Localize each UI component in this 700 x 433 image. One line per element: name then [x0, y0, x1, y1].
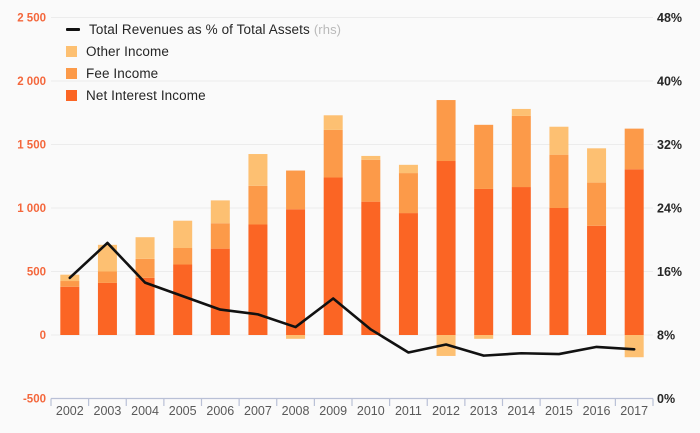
x-axis-label-2011: 2011: [395, 404, 422, 418]
bar-segment-other-income-2010: [361, 155, 381, 160]
total-revenues-line: [68, 241, 636, 357]
bar-segment-other-income-2005: [173, 220, 193, 249]
x-axis-label-2012: 2012: [432, 404, 460, 418]
x-axis-label-2004: 2004: [131, 404, 159, 418]
bar-segment-fee-income-2007: [248, 185, 268, 225]
x-axis-label-2013: 2013: [470, 404, 498, 418]
left-axis-label: 1 500: [17, 140, 46, 152]
bar-segment-net-interest-income-2010: [361, 201, 381, 335]
legend-rhs-suffix: (rhs): [313, 22, 342, 37]
left-axis-label: -500: [23, 394, 46, 406]
legend-label-fee-income: Fee Income: [86, 66, 159, 81]
legend-item-total-revenues: Total Revenues as % of Total Assets (rhs): [66, 22, 341, 37]
right-axis-label: 32%: [657, 138, 682, 152]
bar-segment-fee-income-2010: [361, 159, 381, 202]
x-axis-label-2017: 2017: [620, 404, 648, 418]
right-axis-label: 48%: [657, 11, 682, 25]
bar-segment-fee-income-2006: [210, 223, 230, 249]
fee-income-swatch-icon: [66, 68, 77, 79]
bar-segment-net-interest-income-2004: [135, 277, 155, 335]
net-interest-income-swatch-icon: [66, 90, 77, 101]
bar-segment-fee-income-2014: [511, 115, 531, 188]
chart-legend: Total Revenues as % of Total Assets (rhs)…: [66, 22, 341, 103]
x-axis-label-2003: 2003: [94, 404, 122, 418]
bar-segment-other-income-2006: [210, 200, 230, 224]
left-axis-label: 0: [40, 330, 46, 342]
bar-segment-net-interest-income-2005: [173, 264, 193, 335]
x-axis-label-2008: 2008: [282, 404, 310, 418]
bar-segment-net-interest-income-2014: [511, 187, 531, 335]
bar-segment-other-income-2004: [135, 237, 155, 259]
x-axis-label-2010: 2010: [357, 404, 385, 418]
bar-segment-fee-income-2009: [323, 129, 343, 178]
bar-segment-other-income-2009: [323, 115, 343, 130]
x-axis-label-2014: 2014: [507, 404, 535, 418]
bar-segment-other-income-2003: [97, 244, 117, 272]
bar-segment-net-interest-income-2008: [286, 209, 306, 335]
x-axis-label-2007: 2007: [244, 404, 272, 418]
bar-segment-net-interest-income-2006: [210, 248, 230, 335]
bar-segment-net-interest-income-2003: [97, 282, 117, 335]
legend-item-net-interest-income: Net Interest Income: [66, 88, 341, 103]
legend-item-other-income: Other Income: [66, 44, 341, 59]
bar-segment-net-interest-income-2016: [587, 225, 607, 335]
bar-segment-fee-income-2004: [135, 258, 155, 278]
bar-segment-other-income-2013: [474, 335, 494, 339]
legend-label-total-revenues: Total Revenues as % of Total Assets (rhs): [89, 22, 342, 37]
bar-segment-net-interest-income-2007: [248, 224, 268, 335]
x-axis-label-2009: 2009: [319, 404, 347, 418]
x-axis-label-2016: 2016: [583, 404, 611, 418]
legend-label-net-interest-income: Net Interest Income: [86, 88, 206, 103]
left-axis-label: 2 500: [17, 13, 46, 25]
bar-segment-other-income-2008: [286, 335, 306, 339]
bar-segment-other-income-2011: [398, 164, 418, 174]
x-axis-label-2006: 2006: [206, 404, 234, 418]
other-income-swatch-icon: [66, 46, 77, 57]
right-axis-label: 8%: [657, 329, 675, 343]
x-axis-label-2005: 2005: [169, 404, 197, 418]
bar-segment-other-income-2016: [587, 148, 607, 183]
left-axis-label: 1 000: [17, 203, 46, 215]
bar-segment-fee-income-2012: [436, 100, 456, 162]
bar-segment-net-interest-income-2009: [323, 177, 343, 335]
legend-label-other-income: Other Income: [86, 44, 169, 59]
bar-segment-other-income-2017: [624, 335, 644, 358]
bar-segment-fee-income-2017: [624, 128, 644, 170]
bar-segment-net-interest-income-2017: [624, 169, 644, 335]
bar-segment-net-interest-income-2015: [549, 208, 569, 335]
bar-segment-fee-income-2005: [173, 248, 193, 265]
bar-segment-other-income-2014: [511, 108, 531, 116]
bar-segment-fee-income-2008: [286, 170, 306, 210]
bar-segment-net-interest-income-2002: [60, 286, 80, 335]
right-axis-label: 16%: [657, 265, 682, 279]
bar-segment-fee-income-2015: [549, 154, 569, 208]
bar-segment-fee-income-2016: [587, 182, 607, 226]
bar-segment-net-interest-income-2013: [474, 188, 494, 335]
bar-segment-other-income-2007: [248, 154, 268, 186]
right-axis-label: 24%: [657, 202, 682, 216]
bar-segment-other-income-2015: [549, 126, 569, 155]
x-axis-label-2015: 2015: [545, 404, 573, 418]
line-swatch-icon: [66, 28, 80, 31]
bar-segment-fee-income-2013: [474, 124, 494, 189]
bar-segment-net-interest-income-2011: [398, 213, 418, 335]
right-axis-label: 0%: [657, 392, 675, 406]
bar-segment-net-interest-income-2012: [436, 161, 456, 335]
x-axis-label-2002: 2002: [56, 404, 84, 418]
right-axis-label: 40%: [657, 75, 682, 89]
bar-segment-fee-income-2011: [398, 173, 418, 214]
bar-segment-fee-income-2003: [97, 271, 117, 283]
left-axis-label: 500: [27, 267, 46, 279]
left-axis-label: 2 000: [17, 76, 46, 88]
legend-item-fee-income: Fee Income: [66, 66, 341, 81]
bar-segment-fee-income-2002: [60, 281, 80, 287]
